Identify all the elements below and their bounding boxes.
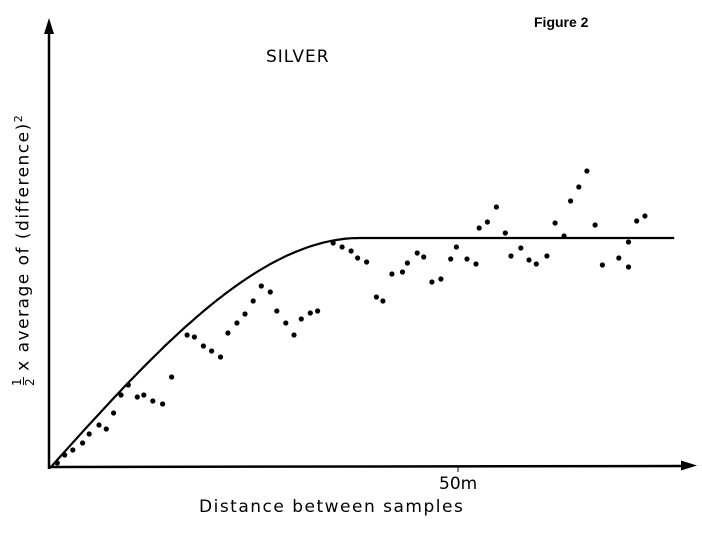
- data-point: [616, 255, 622, 261]
- data-point: [380, 298, 386, 304]
- data-point: [258, 283, 264, 289]
- data-point: [315, 308, 321, 314]
- data-point: [330, 240, 336, 246]
- data-point: [86, 431, 92, 437]
- fitted-curve: [49, 236, 675, 469]
- data-point: [267, 289, 273, 295]
- data-point: [274, 308, 280, 314]
- figure-label: Figure 2: [534, 14, 589, 30]
- data-point: [217, 354, 224, 360]
- data-point: [399, 269, 406, 275]
- data-point: [111, 410, 117, 416]
- data-point: [70, 447, 76, 453]
- data-point: [642, 213, 648, 219]
- y-axis-arrow-icon: [44, 18, 54, 34]
- x-axis: [47, 464, 687, 469]
- data-point: [526, 257, 532, 263]
- data-points: [54, 168, 648, 466]
- data-point: [283, 320, 289, 326]
- data-point: [234, 320, 240, 326]
- data-point: [339, 244, 345, 250]
- data-point: [518, 245, 524, 251]
- data-point: [414, 250, 420, 256]
- x-tick-label: 50m: [439, 474, 478, 494]
- data-point: [169, 374, 175, 380]
- data-point: [200, 343, 206, 349]
- x-axis-label: Distance between samples: [199, 497, 465, 517]
- data-point: [533, 261, 539, 267]
- data-point: [96, 422, 102, 428]
- data-point: [125, 382, 131, 388]
- data-point: [62, 452, 68, 458]
- data-point: [364, 259, 370, 265]
- data-point: [484, 219, 490, 225]
- data-point: [493, 204, 499, 210]
- data-point: [634, 218, 640, 224]
- data-point: [576, 184, 582, 190]
- chart-title: SILVER: [266, 47, 330, 67]
- data-point: [80, 440, 86, 446]
- data-point: [508, 253, 514, 259]
- data-point: [502, 230, 508, 236]
- data-point: [225, 330, 231, 336]
- data-point: [421, 254, 427, 260]
- data-point: [250, 298, 256, 304]
- data-point: [453, 244, 459, 250]
- y-axis-label-superscript: 2: [12, 113, 25, 123]
- data-point: [298, 316, 304, 322]
- data-point: [54, 460, 60, 466]
- data-point: [625, 264, 632, 270]
- data-point: [184, 332, 190, 338]
- data-point: [464, 256, 470, 262]
- data-point: [191, 334, 197, 340]
- data-point: [355, 255, 361, 261]
- data-point: [476, 225, 482, 231]
- data-point: [448, 256, 454, 262]
- data-point: [141, 392, 147, 398]
- data-point: [134, 394, 140, 400]
- data-point: [561, 233, 567, 239]
- data-point: [473, 261, 479, 267]
- data-point: [625, 239, 632, 245]
- data-point: [291, 332, 297, 338]
- data-point: [429, 279, 435, 285]
- data-point: [307, 310, 313, 316]
- x-axis-arrow-icon: [681, 460, 697, 471]
- data-point: [242, 311, 248, 317]
- data-point: [373, 294, 379, 300]
- data-point: [348, 248, 354, 254]
- data-point: [544, 253, 550, 259]
- data-point: [599, 262, 606, 268]
- y-axis-label-text: x average of (difference): [13, 122, 34, 371]
- data-point: [438, 276, 444, 282]
- data-point: [584, 168, 590, 174]
- axes: [44, 18, 697, 472]
- data-point: [160, 401, 166, 407]
- data-point: [592, 222, 598, 228]
- data-point: [568, 198, 574, 204]
- data-point: [209, 348, 215, 354]
- data-point: [404, 260, 410, 266]
- data-point: [552, 220, 558, 226]
- data-point: [118, 392, 124, 398]
- data-point: [389, 271, 395, 277]
- data-point: [103, 426, 109, 432]
- data-point: [150, 398, 156, 404]
